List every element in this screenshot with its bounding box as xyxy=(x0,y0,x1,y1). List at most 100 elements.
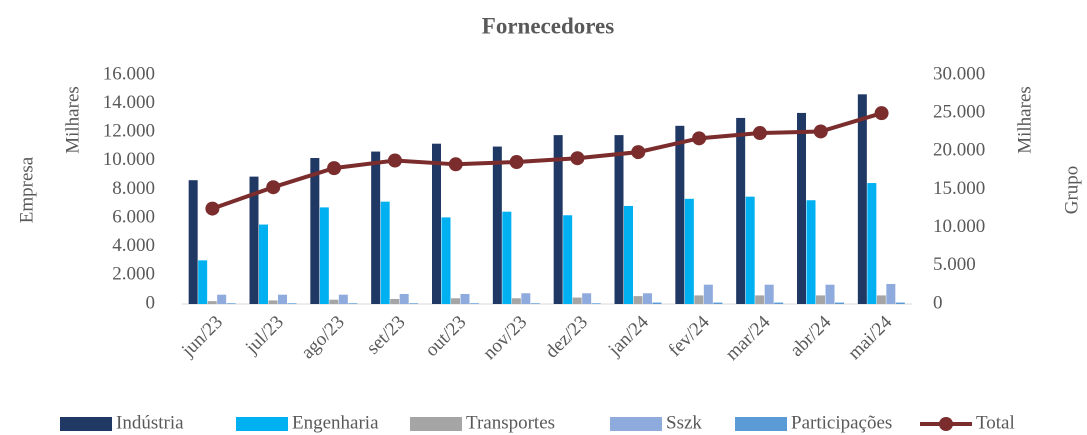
bar xyxy=(745,196,755,304)
line-marker xyxy=(692,131,707,146)
y-tick-label: 10.000 xyxy=(103,149,155,170)
bar xyxy=(249,176,259,304)
legend-label: Indústria xyxy=(116,412,184,433)
x-tick-label: out/23 xyxy=(421,312,470,361)
bar xyxy=(755,295,765,304)
bar xyxy=(268,300,278,304)
y-tick-label: 6.000 xyxy=(112,206,155,227)
line-marker xyxy=(813,124,828,139)
legend-swatch xyxy=(60,417,112,431)
x-tick-label: jul/23 xyxy=(241,312,288,359)
bar xyxy=(310,158,320,304)
bar xyxy=(329,299,339,304)
line xyxy=(211,111,883,211)
bar xyxy=(816,295,825,304)
legend-label: Transportes xyxy=(466,412,555,433)
x-tick-label: abr/24 xyxy=(786,311,836,361)
y-tick-label: 14.000 xyxy=(103,92,155,113)
bar xyxy=(492,146,502,304)
bar xyxy=(774,302,784,304)
bar xyxy=(572,297,582,304)
legend-swatch xyxy=(410,417,462,431)
bar xyxy=(521,293,531,304)
x-tick-label: dez/23 xyxy=(541,312,592,363)
bar xyxy=(399,293,409,304)
chart-title: Fornecedores xyxy=(482,13,614,38)
line-marker xyxy=(752,126,767,141)
bar xyxy=(633,296,643,304)
bar xyxy=(409,303,419,304)
y2-tick-label: 30.000 xyxy=(933,63,985,84)
bar xyxy=(764,284,774,304)
y2-tick-label: 20.000 xyxy=(933,140,985,161)
y-tick-label: 12.000 xyxy=(103,121,155,142)
y2-tick-label: 25.000 xyxy=(933,102,985,123)
bar xyxy=(470,303,479,304)
y2-axis-label: Grupo xyxy=(1061,166,1082,215)
x-tick-label: jun/23 xyxy=(177,312,227,362)
bar xyxy=(226,303,236,304)
y2-tick-label: 0 xyxy=(933,292,943,313)
line-marker xyxy=(509,155,524,170)
x-tick-label: mai/24 xyxy=(844,311,897,364)
legend-label: Participações xyxy=(791,412,892,433)
bar xyxy=(876,295,886,304)
line-marker xyxy=(631,145,646,160)
bar xyxy=(441,217,451,304)
y-tick-label: 2.000 xyxy=(112,264,155,285)
bar xyxy=(591,303,601,304)
bar xyxy=(338,294,348,304)
bar xyxy=(797,112,806,304)
bar xyxy=(502,211,512,304)
y2-tick-label: 15.000 xyxy=(933,178,985,199)
y2-axis-unit: Milhares xyxy=(1014,86,1035,154)
line-marker xyxy=(448,157,463,172)
legend-label: Engenharia xyxy=(292,412,379,433)
bar xyxy=(460,293,470,304)
x-tick-label: jan/24 xyxy=(604,311,653,360)
legend-label: Total xyxy=(976,412,1015,433)
legend-swatch xyxy=(610,417,662,431)
bar xyxy=(703,284,713,304)
legend-swatch xyxy=(236,417,288,431)
y-tick-label: 8.000 xyxy=(112,178,155,199)
bar xyxy=(867,183,877,304)
bar xyxy=(806,200,816,304)
bar xyxy=(259,224,268,304)
bar xyxy=(319,207,329,304)
y-tick-label: 16.000 xyxy=(103,63,155,84)
bar xyxy=(614,135,624,304)
bar xyxy=(643,293,652,304)
x-tick-label: fev/24 xyxy=(665,311,715,361)
bar xyxy=(390,298,400,304)
y-axis-unit: Milhares xyxy=(62,86,83,154)
line-marker xyxy=(327,161,342,176)
bar xyxy=(694,295,704,304)
legend-swatch xyxy=(939,417,953,431)
x-tick-label: nov/23 xyxy=(479,312,531,364)
line-marker xyxy=(874,106,889,121)
bar xyxy=(371,151,381,304)
x-tick-label: set/23 xyxy=(363,312,410,359)
bar xyxy=(348,303,358,304)
y-tick-label: 4.000 xyxy=(112,235,155,256)
bar xyxy=(217,294,227,304)
bar xyxy=(188,180,198,304)
bar xyxy=(278,294,287,304)
bar xyxy=(432,143,441,304)
bar xyxy=(207,301,217,304)
bar xyxy=(198,260,208,304)
bar xyxy=(582,293,592,304)
bar xyxy=(624,205,633,304)
bar xyxy=(825,284,835,304)
line-marker xyxy=(570,151,585,166)
bar xyxy=(287,303,297,304)
bar xyxy=(675,125,685,304)
bar xyxy=(652,302,662,304)
bar xyxy=(530,303,540,304)
bar xyxy=(451,298,460,304)
bar xyxy=(684,198,694,304)
bar xyxy=(835,302,844,304)
line-marker xyxy=(387,153,402,168)
